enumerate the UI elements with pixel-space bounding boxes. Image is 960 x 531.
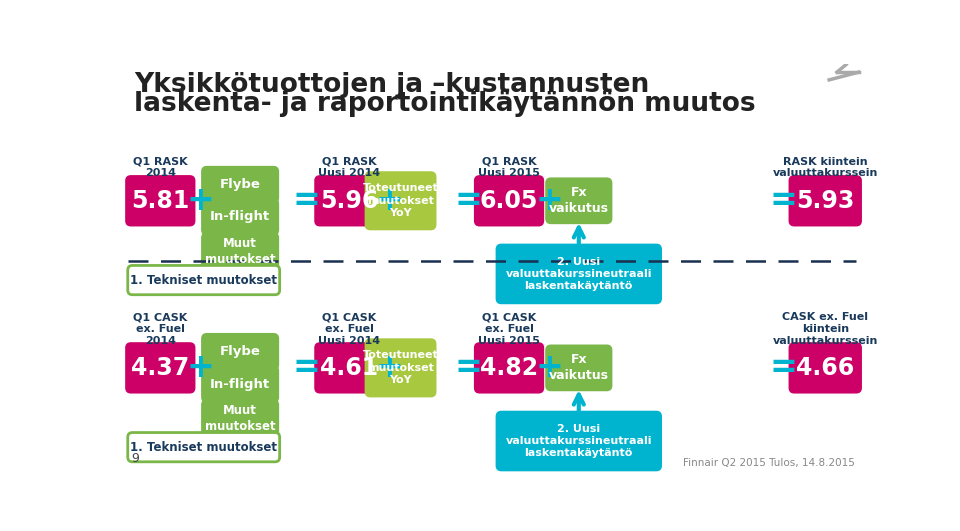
FancyBboxPatch shape: [789, 176, 861, 226]
FancyBboxPatch shape: [126, 343, 194, 392]
FancyBboxPatch shape: [366, 172, 436, 229]
Text: +: +: [375, 352, 403, 384]
Text: =: =: [292, 352, 320, 384]
FancyBboxPatch shape: [203, 334, 278, 370]
Text: 9: 9: [131, 452, 139, 465]
Text: 5.93: 5.93: [796, 189, 854, 213]
Text: =: =: [455, 352, 483, 384]
Text: +: +: [186, 184, 214, 217]
FancyBboxPatch shape: [128, 433, 279, 462]
Text: =: =: [292, 184, 320, 217]
FancyBboxPatch shape: [203, 233, 278, 270]
FancyBboxPatch shape: [496, 245, 660, 303]
Text: +: +: [536, 184, 564, 217]
Text: In-flight: In-flight: [210, 378, 270, 390]
FancyBboxPatch shape: [126, 176, 194, 226]
Text: +: +: [375, 184, 403, 217]
FancyBboxPatch shape: [475, 343, 543, 392]
Text: 4.82: 4.82: [480, 356, 539, 380]
Text: 4.37: 4.37: [132, 356, 189, 380]
Text: Flybe: Flybe: [220, 178, 260, 191]
Text: +: +: [536, 352, 564, 384]
FancyBboxPatch shape: [203, 366, 278, 402]
Text: Toteutuneet
muutokset
YoY: Toteutuneet muutokset YoY: [363, 350, 439, 386]
Text: Fx
vaikutus: Fx vaikutus: [549, 186, 609, 215]
FancyBboxPatch shape: [475, 176, 543, 226]
Text: In-flight: In-flight: [210, 210, 270, 224]
Text: 4.66: 4.66: [796, 356, 854, 380]
FancyBboxPatch shape: [315, 343, 383, 392]
Text: 5.96: 5.96: [321, 189, 378, 213]
Text: 4.61: 4.61: [321, 356, 378, 380]
Text: CASK ex. Fuel
kiintein
valuuttakurssein: CASK ex. Fuel kiintein valuuttakurssein: [773, 312, 878, 346]
Text: Yksikkötuottojen ja –kustannusten: Yksikkötuottojen ja –kustannusten: [134, 72, 649, 98]
FancyBboxPatch shape: [315, 176, 383, 226]
Text: 2. Uusi
valuuttakurssineutraali
laskentakäytäntö: 2. Uusi valuuttakurssineutraali laskenta…: [506, 256, 652, 292]
FancyBboxPatch shape: [203, 400, 278, 437]
Text: =: =: [770, 352, 798, 384]
Text: Q1 CASK
ex. Fuel
Uusi 2014: Q1 CASK ex. Fuel Uusi 2014: [319, 312, 380, 346]
Text: Q1 RASK
2014: Q1 RASK 2014: [133, 157, 187, 178]
FancyBboxPatch shape: [128, 266, 279, 295]
FancyBboxPatch shape: [496, 412, 660, 470]
Text: 6.05: 6.05: [480, 189, 539, 213]
Text: Q1 RASK
Uusi 2014: Q1 RASK Uusi 2014: [319, 157, 380, 178]
Text: 1. Tekniset muutokset: 1. Tekniset muutokset: [131, 441, 277, 453]
Text: Muut
muutokset: Muut muutokset: [204, 237, 276, 266]
Text: Q1 CASK
ex. Fuel
2014: Q1 CASK ex. Fuel 2014: [133, 312, 187, 346]
Text: =: =: [770, 184, 798, 217]
Text: =: =: [455, 184, 483, 217]
Text: 2. Uusi
valuuttakurssineutraali
laskentakäytäntö: 2. Uusi valuuttakurssineutraali laskenta…: [506, 424, 652, 458]
Text: +: +: [186, 352, 214, 384]
FancyBboxPatch shape: [789, 343, 861, 392]
Text: 1. Tekniset muutokset: 1. Tekniset muutokset: [131, 273, 277, 287]
Text: RASK kiintein
valuuttakurssein: RASK kiintein valuuttakurssein: [773, 157, 878, 178]
Text: Q1 RASK
Uusi 2015: Q1 RASK Uusi 2015: [478, 157, 540, 178]
Text: Flybe: Flybe: [220, 345, 260, 358]
Text: Muut
muutokset: Muut muutokset: [204, 404, 276, 433]
Text: Q1 CASK
ex. Fuel
Uusi 2015: Q1 CASK ex. Fuel Uusi 2015: [478, 312, 540, 346]
Text: Finnair Q2 2015 Tulos, 14.8.2015: Finnair Q2 2015 Tulos, 14.8.2015: [683, 458, 854, 468]
FancyBboxPatch shape: [546, 346, 612, 390]
FancyBboxPatch shape: [203, 167, 278, 202]
FancyBboxPatch shape: [366, 339, 436, 396]
Text: laskenta- ja raportointikäytännön muutos: laskenta- ja raportointikäytännön muutos: [134, 91, 756, 117]
FancyBboxPatch shape: [203, 199, 278, 235]
Text: Fx
vaikutus: Fx vaikutus: [549, 353, 609, 382]
Text: 5.81: 5.81: [132, 189, 189, 213]
Text: Toteutuneet
muutokset
YoY: Toteutuneet muutokset YoY: [363, 183, 439, 218]
FancyBboxPatch shape: [546, 178, 612, 223]
